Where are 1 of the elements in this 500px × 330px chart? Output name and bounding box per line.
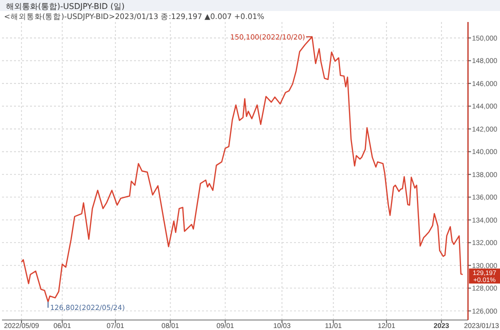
chart-title: 해외통화(통합)-USDJPY-BID (일) [6, 2, 125, 11]
